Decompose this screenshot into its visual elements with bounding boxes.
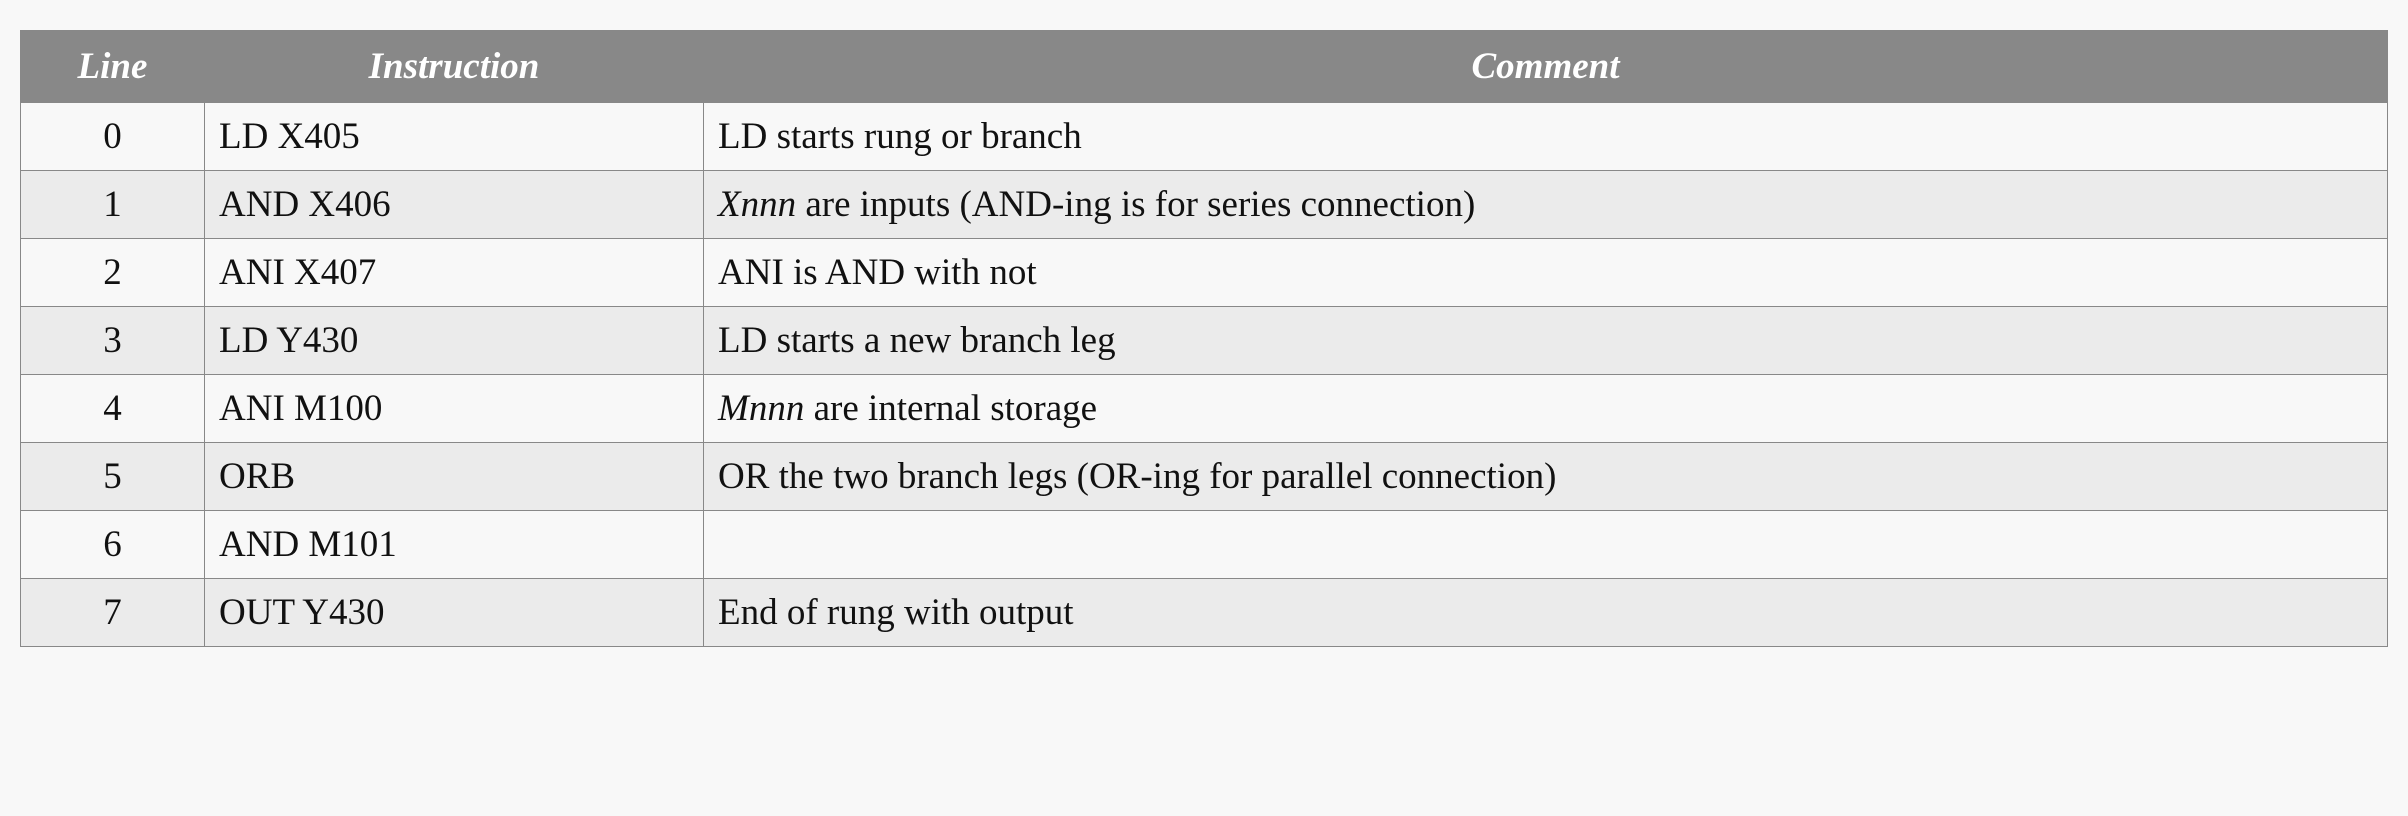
instruction-table: Line Instruction Comment 0 LD X405 LD st… [20,30,2388,647]
cell-comment: Mnnn are internal storage [704,375,2388,443]
cell-comment: OR the two branch legs (OR-ing for paral… [704,443,2388,511]
cell-instruction: ANI X407 [205,239,704,307]
table-row: 0 LD X405 LD starts rung or branch [21,103,2388,171]
cell-instruction: LD X405 [205,103,704,171]
table-row: 7 OUT Y430 End of rung with output [21,579,2388,647]
table-header-row: Line Instruction Comment [21,31,2388,103]
cell-instruction: ORB [205,443,704,511]
comment-text: OR the two branch legs (OR-ing for paral… [718,456,1556,497]
comment-italic-prefix: Xnnn [718,184,796,225]
cell-comment [704,511,2388,579]
column-header-instruction: Instruction [205,31,704,103]
cell-line: 4 [21,375,205,443]
table-row: 2 ANI X407 ANI is AND with not [21,239,2388,307]
comment-italic-prefix: Mnnn [718,388,804,429]
cell-instruction: AND X406 [205,171,704,239]
comment-text: End of rung with output [718,592,1074,633]
table-row: 1 AND X406 Xnnn are inputs (AND-ing is f… [21,171,2388,239]
cell-comment: LD starts rung or branch [704,103,2388,171]
cell-instruction: LD Y430 [205,307,704,375]
comment-text: LD starts a new branch leg [718,320,1116,361]
cell-comment: Xnnn are inputs (AND-ing is for series c… [704,171,2388,239]
cell-line: 3 [21,307,205,375]
cell-comment: End of rung with output [704,579,2388,647]
table-row: 5 ORB OR the two branch legs (OR-ing for… [21,443,2388,511]
cell-instruction: ANI M100 [205,375,704,443]
comment-text: are inputs (AND-ing is for series connec… [796,184,1475,225]
cell-instruction: OUT Y430 [205,579,704,647]
table-row: 3 LD Y430 LD starts a new branch leg [21,307,2388,375]
cell-instruction: AND M101 [205,511,704,579]
comment-text: ANI is AND with not [718,252,1037,293]
cell-line: 6 [21,511,205,579]
column-header-line: Line [21,31,205,103]
comment-text: LD starts rung or branch [718,116,1082,157]
cell-comment: ANI is AND with not [704,239,2388,307]
column-header-comment: Comment [704,31,2388,103]
cell-line: 2 [21,239,205,307]
cell-line: 1 [21,171,205,239]
cell-line: 0 [21,103,205,171]
table-row: 6 AND M101 [21,511,2388,579]
table-row: 4 ANI M100 Mnnn are internal storage [21,375,2388,443]
cell-line: 7 [21,579,205,647]
cell-comment: LD starts a new branch leg [704,307,2388,375]
cell-line: 5 [21,443,205,511]
comment-text: are internal storage [804,388,1097,429]
